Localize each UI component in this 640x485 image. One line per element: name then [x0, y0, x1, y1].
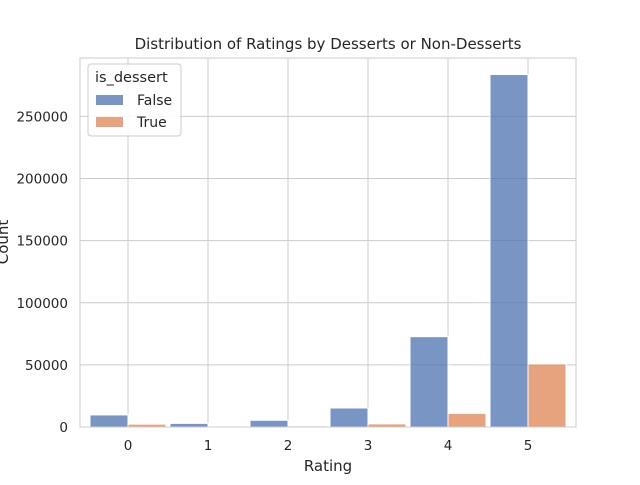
x-tick-label: 1: [204, 438, 213, 454]
bar-false-rating-3: [329, 407, 369, 428]
bar-false-rating-5: [489, 74, 529, 428]
legend-swatch-true: [96, 117, 123, 127]
x-tick-label: 4: [444, 438, 453, 454]
bars: [89, 74, 567, 428]
x-tick-label: 5: [524, 438, 533, 454]
bar-true-rating-5: [527, 363, 567, 428]
bar-false-rating-2: [249, 419, 289, 428]
bar-false-rating-0: [89, 414, 129, 428]
plot-frame: [79, 57, 577, 428]
y-tick-label: 200000: [16, 172, 68, 188]
legend-swatch-false: [96, 95, 123, 105]
y-tick-label: 0: [59, 420, 68, 436]
chart-title: Distribution of Ratings by Desserts or N…: [135, 35, 522, 53]
legend-title: is_dessert: [95, 70, 168, 86]
y-tick-label: 100000: [16, 296, 68, 312]
bar-false-rating-1: [169, 422, 209, 428]
x-axis-label: Rating: [304, 457, 352, 475]
x-tick-label: 0: [124, 438, 133, 454]
legend-label-true: True: [136, 115, 167, 131]
y-axis-label: Count: [0, 220, 12, 265]
legend-label-false: False: [137, 93, 172, 109]
y-tick-label: 150000: [16, 234, 68, 250]
bar-false-rating-4: [409, 336, 449, 428]
y-tick-label: 50000: [25, 358, 68, 374]
tick-labels: 0 50000 100000 150000 200000 250000 0 1 2 3 4 5: [16, 109, 532, 454]
x-tick-label: 2: [284, 438, 293, 454]
y-tick-label: 250000: [16, 109, 68, 125]
legend: is_dessert False True: [87, 63, 182, 137]
bar-true-rating-4: [447, 412, 487, 428]
x-tick-label: 3: [364, 438, 373, 454]
